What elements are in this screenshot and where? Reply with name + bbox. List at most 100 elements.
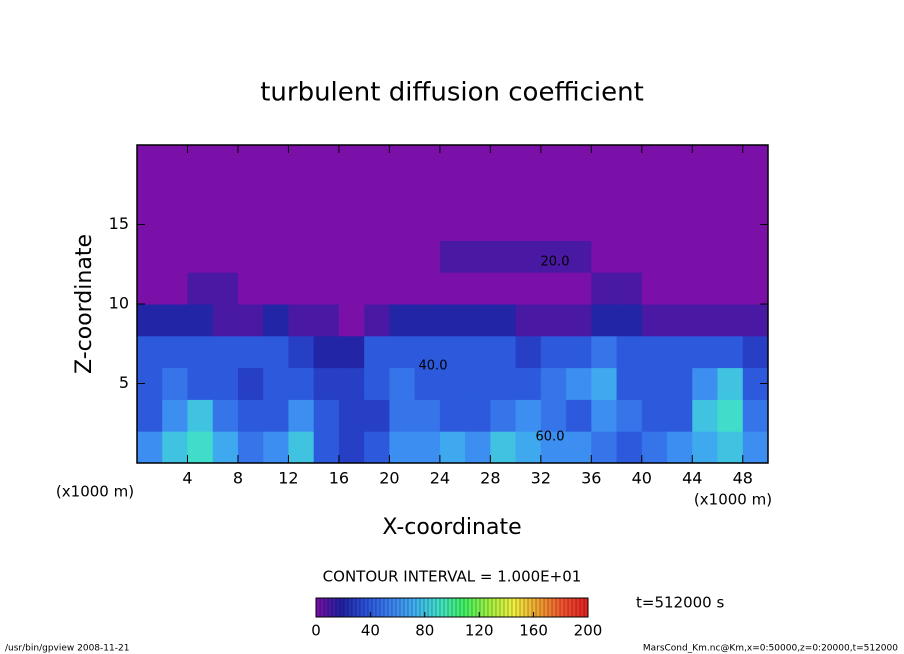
field-cell xyxy=(263,240,289,273)
colorbar-stripe xyxy=(351,597,357,618)
field-cell xyxy=(288,176,315,210)
field-cell xyxy=(338,304,365,337)
field-cell xyxy=(263,399,289,432)
x-tick-label: 32 xyxy=(531,469,551,488)
field-cell xyxy=(263,176,289,210)
field-cell xyxy=(616,399,643,432)
field-cell xyxy=(465,335,491,369)
colorbar-stripe xyxy=(395,597,401,618)
field-cell xyxy=(288,335,315,369)
colorbar-stripe xyxy=(499,597,505,618)
field-cell xyxy=(313,272,340,305)
field-cell xyxy=(237,145,264,178)
field-cell xyxy=(490,431,517,464)
field-cell xyxy=(717,335,744,369)
colorbar-stripe xyxy=(407,597,413,618)
field-cell xyxy=(313,399,340,432)
field-cell xyxy=(364,431,390,464)
x-tick-label: 40 xyxy=(632,469,652,488)
field-cell xyxy=(288,240,315,273)
field-cell xyxy=(742,399,769,432)
field-cell xyxy=(540,272,567,305)
colorbar-stripe xyxy=(491,597,497,618)
field-cell xyxy=(515,304,542,337)
colorbar-stripe xyxy=(439,597,445,618)
field-cell xyxy=(338,272,365,305)
field-cell xyxy=(162,240,188,273)
colorbar-stripe xyxy=(467,597,473,618)
field-cell xyxy=(237,367,264,400)
contour-label: 20.0 xyxy=(541,255,570,270)
field-cell xyxy=(641,240,668,273)
field-cell xyxy=(389,145,416,178)
colorbar-stripe xyxy=(547,597,553,618)
field-cell xyxy=(414,367,441,400)
field-cell xyxy=(591,431,618,464)
field-cell xyxy=(414,240,441,273)
field-cell xyxy=(439,272,466,305)
field-cell xyxy=(439,240,466,273)
field-cell xyxy=(540,431,567,464)
field-cell xyxy=(364,399,390,432)
field-cell xyxy=(742,431,769,464)
field-cell xyxy=(288,145,315,178)
field-cell xyxy=(667,240,693,273)
field-cell xyxy=(137,399,163,432)
y-tick-label: 10 xyxy=(109,294,129,313)
field-cell xyxy=(717,240,744,273)
colorbar-stripe xyxy=(375,597,381,618)
field-cell xyxy=(591,335,618,369)
field-cell xyxy=(162,304,188,337)
field-cell xyxy=(263,208,289,241)
field-cell xyxy=(212,208,239,241)
field-cell xyxy=(692,399,719,432)
field-cell xyxy=(212,176,239,210)
field-cell xyxy=(212,399,239,432)
field-cell xyxy=(187,208,214,241)
colorbar-stripe xyxy=(495,597,501,618)
colorbar-tick-label: 40 xyxy=(361,622,380,640)
field-cell xyxy=(364,176,390,210)
field-cell xyxy=(338,208,365,241)
colorbar-stripe xyxy=(323,597,329,618)
field-cell xyxy=(692,304,719,337)
field-cell xyxy=(667,399,693,432)
colorbar-stripe xyxy=(507,597,513,618)
field-cell xyxy=(667,176,693,210)
field-cell xyxy=(338,176,365,210)
colorbar-stripe xyxy=(403,597,409,618)
field-cell xyxy=(490,304,517,337)
field-cell xyxy=(540,208,567,241)
field-cell xyxy=(616,176,643,210)
field-cell xyxy=(515,367,542,400)
field-cell xyxy=(389,335,416,369)
field-cell xyxy=(742,176,769,210)
field-cell xyxy=(692,240,719,273)
field-cell xyxy=(616,335,643,369)
field-cell xyxy=(288,304,315,337)
field-cell xyxy=(137,272,163,305)
field-cell xyxy=(566,335,592,369)
field-cell xyxy=(237,208,264,241)
field-cell xyxy=(742,304,769,337)
field-cell xyxy=(540,145,567,178)
colorbar-frame xyxy=(315,597,589,618)
field-cell xyxy=(667,367,693,400)
field-cell xyxy=(187,304,214,337)
field-cell xyxy=(137,304,163,337)
colorbar-stripe xyxy=(315,597,321,618)
field-cell xyxy=(288,272,315,305)
colorbar-stripe xyxy=(319,597,325,618)
colorbar-stripe xyxy=(339,597,345,618)
field-cell xyxy=(212,304,239,337)
colorbar-stripe xyxy=(391,597,397,618)
field-cell xyxy=(288,399,315,432)
field-cell xyxy=(389,399,416,432)
field-cell xyxy=(692,176,719,210)
field-cell xyxy=(490,208,517,241)
colorbar-stripe xyxy=(563,597,569,618)
field-cell xyxy=(692,208,719,241)
colorbar-stripe xyxy=(511,597,517,618)
colorbar-stripe xyxy=(459,597,465,618)
field-cell xyxy=(465,145,491,178)
